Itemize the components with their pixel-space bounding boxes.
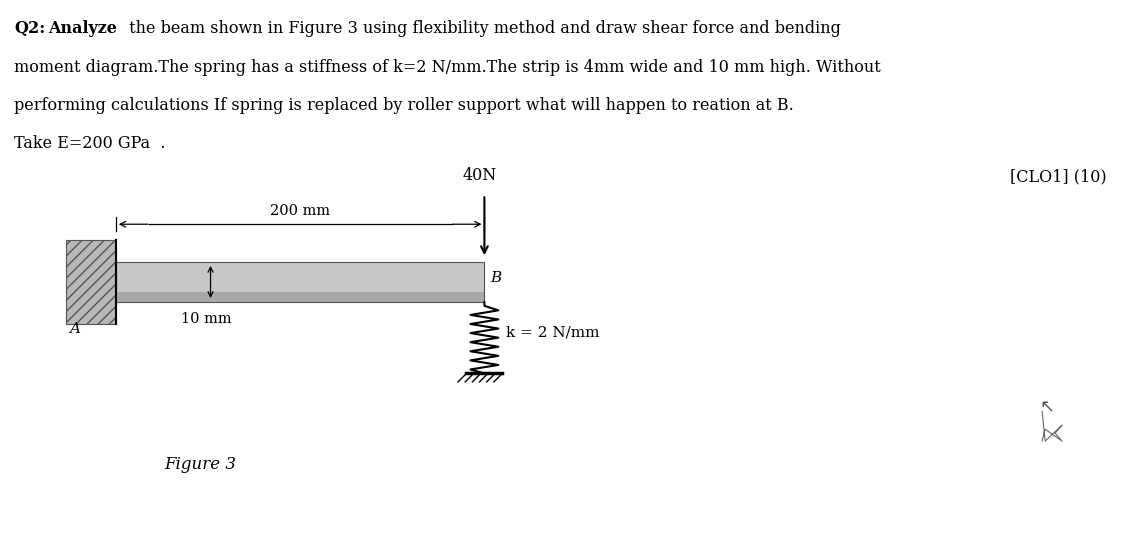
Text: 40N: 40N bbox=[463, 168, 497, 184]
Text: moment diagram.The spring has a stiffness of k=2 N/mm.The strip is 4mm wide and : moment diagram.The spring has a stiffnes… bbox=[15, 59, 881, 76]
Text: Analyze: Analyze bbox=[49, 20, 117, 37]
Text: 200 mm: 200 mm bbox=[270, 204, 330, 218]
Text: Figure 3: Figure 3 bbox=[165, 456, 237, 473]
Text: A: A bbox=[69, 322, 80, 336]
Text: B: B bbox=[490, 271, 501, 285]
Bar bbox=[116, 262, 484, 302]
Text: the beam shown in Figure 3 using flexibility method and draw shear force and ben: the beam shown in Figure 3 using flexibi… bbox=[124, 20, 841, 37]
Text: performing calculations If spring is replaced by roller support what will happen: performing calculations If spring is rep… bbox=[15, 97, 794, 114]
Bar bbox=[116, 292, 484, 302]
Text: k = 2 N/mm: k = 2 N/mm bbox=[506, 325, 599, 340]
Text: 10 mm: 10 mm bbox=[182, 312, 231, 326]
Bar bbox=[67, 240, 116, 324]
Text: [CLO1] (10): [CLO1] (10) bbox=[1010, 169, 1106, 185]
Text: Take E=200 GPa  .: Take E=200 GPa . bbox=[15, 135, 166, 152]
Text: ↖: ↖ bbox=[1039, 398, 1054, 416]
Text: Q2:: Q2: bbox=[15, 20, 45, 37]
